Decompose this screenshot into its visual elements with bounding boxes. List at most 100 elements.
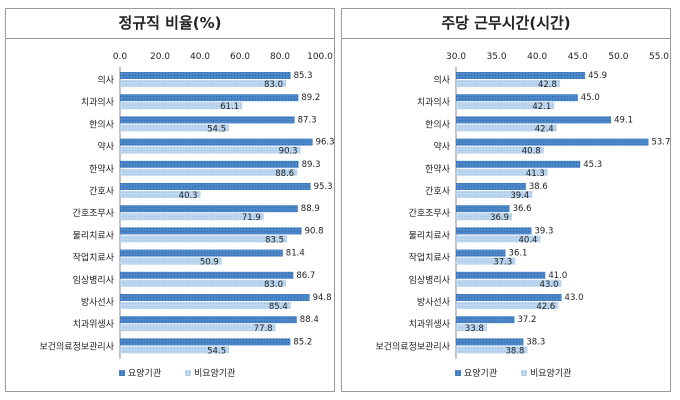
data-label-비요양기관: 43.0 — [540, 280, 559, 290]
data-label-비요양기관: 61.1 — [220, 102, 239, 112]
chart-title: 주당 근무시간(시간) — [342, 9, 670, 39]
category-label: 치과의사 — [81, 96, 115, 108]
category-label: 한의사 — [89, 119, 115, 130]
bar-요양기관 — [456, 138, 649, 146]
bar-요양기관 — [120, 116, 295, 124]
category-label: 방사선사 — [417, 297, 451, 308]
data-label-비요양기관: 36.9 — [490, 213, 509, 223]
chart-panel-employment-ratio: 정규직 비율(%) 0.0 20.0 40.0 60.0 80.0 100.0 의사 85.3… — [5, 8, 335, 392]
bar-비요양기관 — [120, 80, 286, 87]
bar-비요양기관 — [120, 279, 286, 287]
data-label-요양기관: 43.0 — [565, 293, 584, 303]
data-label-요양기관: 38.6 — [529, 182, 548, 192]
bar-요양기관 — [456, 294, 562, 301]
category-label: 약사 — [433, 141, 450, 153]
data-label-비요양기관: 90.3 — [279, 147, 298, 157]
bar-요양기관 — [120, 205, 298, 213]
bar-비요양기관 — [456, 279, 562, 287]
legend-swatch-요양기관 — [119, 370, 125, 376]
bar-비요양기관 — [456, 80, 560, 87]
bar-비요양기관 — [456, 324, 487, 332]
bar-요양기관 — [456, 116, 612, 124]
data-label-요양기관: 86.7 — [296, 271, 315, 281]
data-label-요양기관: 36.1 — [509, 249, 528, 259]
data-label-비요양기관: 40.4 — [519, 235, 538, 245]
bar-요양기관 — [456, 183, 526, 190]
bar-비요양기관 — [120, 191, 201, 198]
x-tick-label: 80.0 — [270, 52, 290, 62]
category-label: 작업치료사 — [73, 252, 115, 264]
legend-label: 비요양기관 — [194, 368, 235, 379]
data-label-요양기관: 49.1 — [614, 115, 633, 125]
data-label-요양기관: 53.7 — [651, 138, 670, 148]
category-label: 보건의료정보관리사 — [375, 341, 450, 352]
x-tick-label: 55.0 — [649, 52, 669, 62]
data-label-요양기관: 90.8 — [305, 226, 324, 236]
data-label-비요양기관: 37.3 — [493, 258, 512, 268]
data-label-요양기관: 88.9 — [301, 204, 320, 214]
x-tick-label: 50.0 — [608, 52, 628, 62]
bar-요양기관 — [120, 138, 313, 146]
category-label: 치과의사 — [417, 96, 451, 108]
bar-요양기관 — [456, 316, 515, 324]
bar-비요양기관 — [120, 213, 264, 221]
bar-비요양기관 — [120, 302, 291, 309]
data-label-요양기관: 87.3 — [298, 115, 317, 125]
category-label: 방사선사 — [81, 297, 115, 308]
legend-label: 요양기관 — [464, 368, 497, 379]
category-label: 임상병리사 — [73, 274, 115, 286]
category-label: 치과위생사 — [73, 318, 115, 330]
category-label: 작업치료사 — [409, 252, 451, 264]
data-label-비요양기관: 77.8 — [254, 324, 273, 334]
bar-요양기관 — [120, 72, 291, 79]
category-label: 임상병리사 — [409, 274, 451, 286]
bar-요양기관 — [456, 72, 586, 79]
data-label-요양기관: 89.2 — [301, 93, 320, 103]
bar-비요양기관 — [456, 257, 516, 265]
bar-요양기관 — [120, 271, 294, 279]
bar-요양기관 — [120, 316, 297, 324]
data-label-비요양기관: 42.8 — [538, 80, 557, 90]
bar-비요양기관 — [456, 235, 541, 243]
data-label-비요양기관: 54.5 — [207, 124, 226, 134]
bar-요양기관 — [456, 338, 524, 346]
data-label-비요양기관: 42.1 — [532, 102, 551, 112]
category-label: 물리치료사 — [73, 229, 115, 241]
data-label-요양기관: 81.4 — [286, 249, 305, 259]
x-tick-label: 45.0 — [568, 52, 588, 62]
chart-title: 정규직 비율(%) — [6, 9, 334, 39]
bar-요양기관 — [120, 227, 302, 235]
data-label-비요양기관: 42.6 — [536, 302, 555, 312]
data-label-비요양기관: 38.8 — [506, 346, 525, 356]
x-tick-label: 40.0 — [527, 52, 547, 62]
bar-비요양기관 — [120, 124, 229, 132]
data-label-요양기관: 88.4 — [300, 315, 319, 325]
x-tick-label: 60.0 — [230, 52, 250, 62]
category-label: 간호사 — [425, 186, 451, 197]
data-label-요양기관: 45.0 — [581, 93, 600, 103]
data-label-비요양기관: 40.3 — [179, 191, 198, 201]
bar-요양기관 — [456, 205, 510, 213]
data-label-요양기관: 41.0 — [548, 271, 567, 281]
data-label-비요양기관: 88.6 — [275, 169, 294, 179]
data-label-요양기관: 85.2 — [293, 337, 312, 347]
x-tick-label: 30.0 — [446, 52, 466, 62]
data-label-요양기관: 85.3 — [294, 71, 313, 81]
data-label-비요양기관: 83.5 — [265, 235, 284, 245]
bar-요양기관 — [120, 294, 310, 301]
bar-비요양기관 — [120, 324, 276, 332]
data-label-비요양기관: 83.0 — [264, 80, 283, 90]
chart-panel-weekly-hours: 주당 근무시간(시간) 30.0 35.0 40.0 45.0 50.0 55.0 의사 45… — [341, 8, 671, 392]
category-label: 간호조무사 — [409, 208, 451, 219]
bar-요양기관 — [456, 94, 578, 102]
legend-swatch-비요양기관 — [521, 370, 527, 376]
bar-비요양기관 — [456, 102, 555, 110]
bar-요양기관 — [456, 271, 546, 279]
category-label: 한약사 — [425, 163, 451, 175]
bar-비요양기관 — [120, 257, 222, 265]
legend-swatch-비요양기관 — [185, 370, 191, 376]
data-label-요양기관: 39.3 — [535, 226, 554, 236]
bar-요양기관 — [120, 183, 311, 190]
bar-요양기관 — [456, 249, 506, 257]
data-label-요양기관: 96.3 — [316, 138, 335, 148]
